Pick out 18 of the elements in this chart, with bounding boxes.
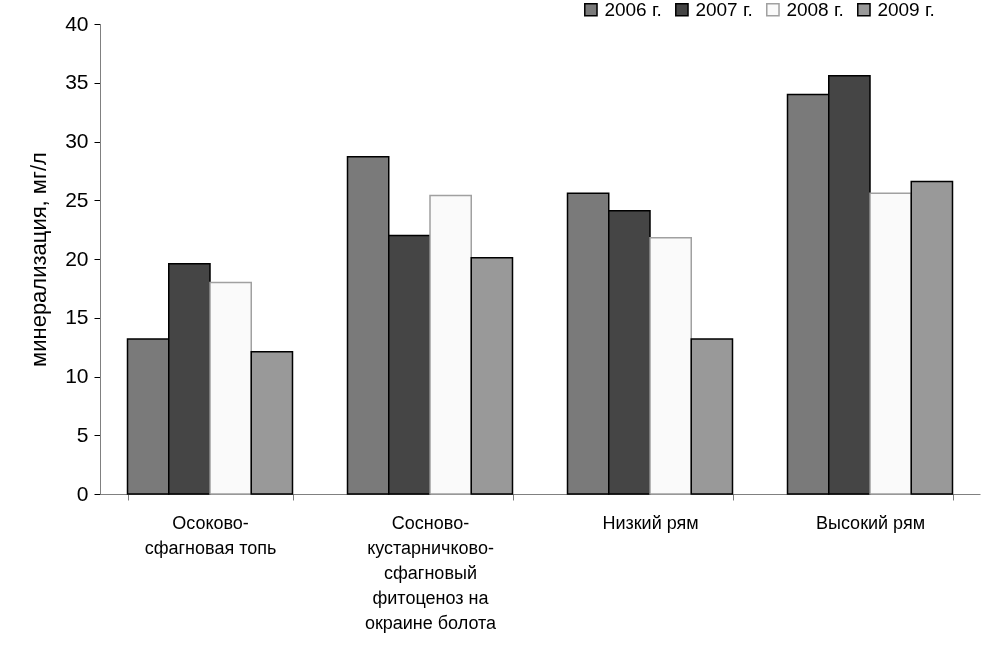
y-tick-label: 40 bbox=[65, 11, 89, 35]
legend-label: 2009 г. bbox=[877, 0, 935, 20]
y-tick-label: 25 bbox=[65, 187, 89, 211]
y-tick-label: 30 bbox=[65, 129, 89, 152]
legend-label: 2007 г. bbox=[695, 0, 753, 20]
y-axis-title: минерализация, мг/л bbox=[26, 152, 52, 367]
x-tick-label: Высокий рям bbox=[815, 512, 926, 533]
legend-label: 2008 г. bbox=[786, 0, 844, 20]
y-tick-label: 5 bbox=[76, 422, 89, 446]
x-tick-label: Осоково-сфагновая топь bbox=[144, 512, 277, 558]
y-tick-label: 10 bbox=[65, 364, 89, 387]
x-tick-label: Сосново-кустарничково-сфагновый фитоценоз на окраине болота bbox=[364, 512, 498, 633]
x-tick-label: Низкий рям bbox=[602, 512, 699, 533]
y-tick-label: 15 bbox=[65, 305, 89, 329]
y-tick-label: 35 bbox=[65, 70, 89, 94]
legend-label: 2006 г. bbox=[604, 0, 662, 20]
y-tick-label: 0 bbox=[76, 481, 89, 505]
y-tick-label: 20 bbox=[65, 246, 89, 270]
